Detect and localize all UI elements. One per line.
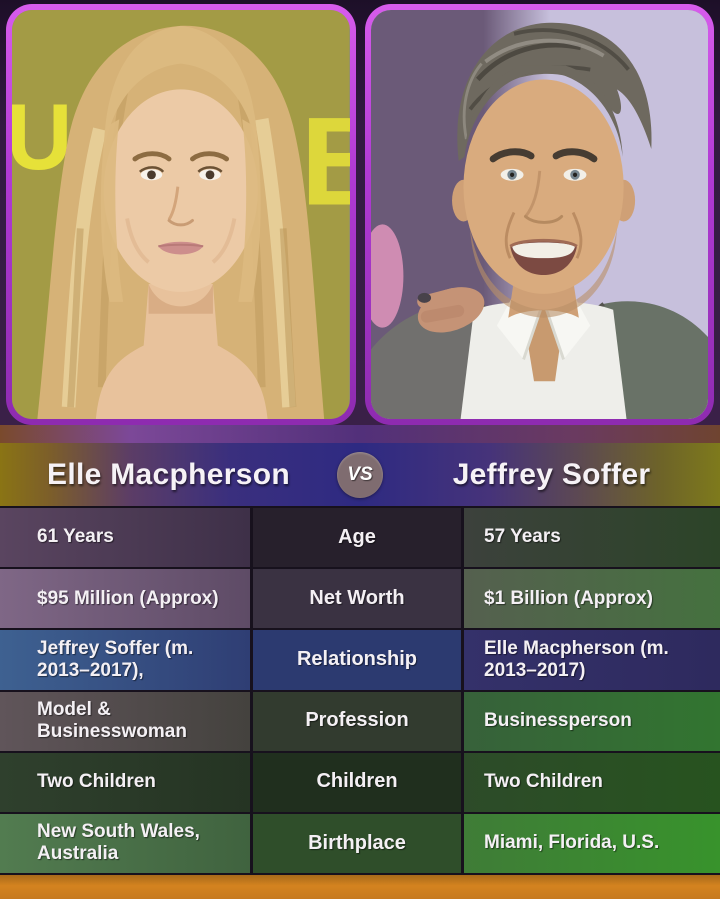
row-label-birthplace: Birthplace (253, 813, 461, 874)
jeffrey-soffer-portrait (370, 10, 708, 419)
photo-backdrop-letter-right: B (301, 93, 350, 232)
left-value-net-worth: $95 Million (Approx) (0, 569, 250, 629)
comparison-row-age: 61 Years Age 57 Years (0, 508, 720, 568)
left-value-birthplace: New South Wales, Australia (0, 813, 250, 874)
bottom-bar (0, 875, 720, 899)
left-value-relationship: Jeffrey Soffer (m. 2013–2017), (0, 630, 250, 690)
elle-macpherson-photo: US B (12, 10, 350, 419)
comparison-table: 61 Years Age 57 Years $95 Million (Appro… (0, 506, 720, 875)
right-value-profession: Businessperson (464, 691, 720, 751)
divider-band (0, 425, 720, 443)
left-person-name: Elle Macpherson (47, 457, 290, 491)
comparison-row-profession: Model & Businesswoman Profession Busines… (0, 691, 720, 751)
photo-section: US B (0, 0, 720, 425)
comparison-row-birthplace: New South Wales, Australia Birthplace Mi… (0, 813, 720, 874)
hand-on-shoulder (416, 287, 484, 333)
right-value-relationship: Elle Macpherson (m. 2013–2017) (464, 630, 720, 690)
row-label-profession: Profession (253, 691, 461, 751)
comparison-row-relationship: Jeffrey Soffer (m. 2013–2017), Relations… (0, 630, 720, 690)
comparison-row-net-worth: $95 Million (Approx) Net Worth $1 Billio… (0, 569, 720, 629)
right-value-children: Two Children (464, 752, 720, 812)
row-label-children: Children (253, 752, 461, 812)
right-value-age: 57 Years (464, 508, 720, 568)
right-person-name: Jeffrey Soffer (452, 457, 651, 491)
vs-label: VS (347, 463, 373, 485)
left-value-children: Two Children (0, 752, 250, 812)
elle-macpherson-portrait: US B (12, 10, 350, 419)
row-label-age: Age (253, 508, 461, 568)
row-label-relationship: Relationship (253, 630, 461, 690)
right-photo-card (364, 4, 714, 425)
vs-banner: Elle Macpherson VS Jeffrey Soffer (0, 443, 720, 506)
jeffrey-soffer-photo (370, 10, 708, 419)
comparison-row-children: Two Children Children Two Children (0, 752, 720, 812)
left-photo-card: US B (6, 4, 356, 425)
left-value-profession: Model & Businesswoman (0, 691, 250, 751)
right-value-net-worth: $1 Billion (Approx) (464, 569, 720, 629)
vs-badge: VS (337, 451, 383, 498)
left-value-age: 61 Years (0, 508, 250, 568)
row-label-net-worth: Net Worth (253, 569, 461, 629)
right-value-birthplace: Miami, Florida, U.S. (464, 813, 720, 874)
